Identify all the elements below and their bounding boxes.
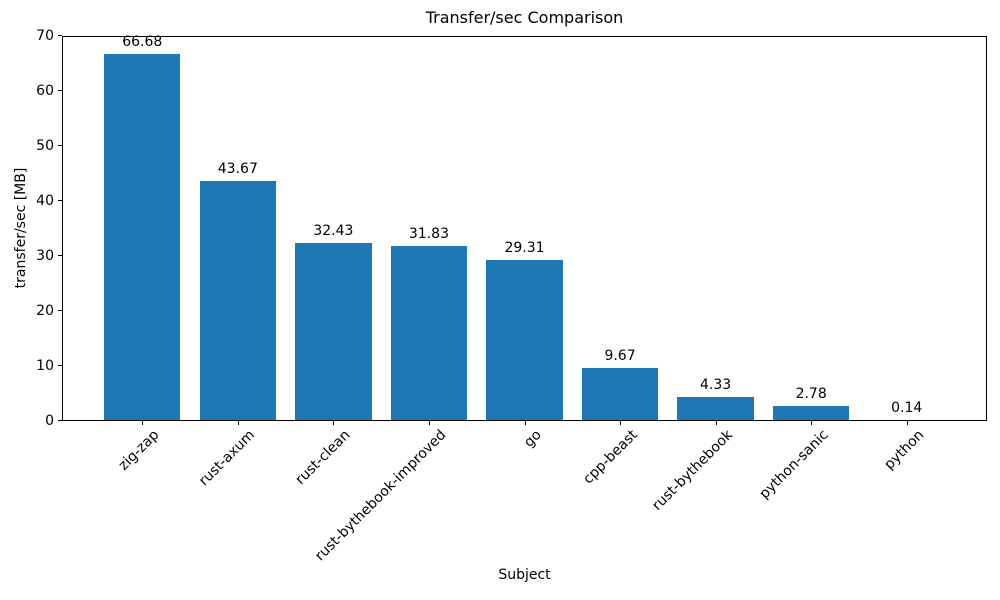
y-tick-label: 50 — [36, 137, 54, 154]
x-tick-label: rust-axum — [196, 427, 259, 490]
x-tick-label: zig-zap — [115, 427, 163, 474]
x-tick-label: cpp-beast — [579, 427, 641, 488]
x-tick-mark — [716, 421, 717, 425]
bar-value-label: 43.67 — [217, 160, 258, 177]
y-tick-mark — [58, 255, 62, 256]
y-tick-mark — [58, 35, 62, 36]
x-tick-mark — [525, 421, 526, 425]
bar-rust-bythebook-improved — [390, 245, 468, 421]
chart-title: Transfer/sec Comparison — [425, 8, 624, 27]
x-tick-mark — [333, 421, 334, 425]
x-tick-label: python — [881, 427, 928, 473]
x-tick-mark — [142, 421, 143, 425]
y-tick-label: 0 — [45, 412, 54, 429]
bar-value-label: 66.68 — [122, 34, 163, 51]
y-tick-mark — [58, 365, 62, 366]
bar-value-label: 29.31 — [504, 239, 545, 256]
bar-zig-zap — [104, 54, 181, 421]
y-tick-mark — [58, 200, 62, 201]
x-tick-label: python-sanic — [756, 427, 832, 503]
y-tick-mark — [58, 420, 62, 421]
bar-rust-bythebook — [677, 397, 754, 421]
x-tick-label: rust-bythebook — [649, 427, 736, 514]
y-tick-mark — [58, 145, 62, 146]
y-tick-label: 60 — [36, 82, 54, 99]
y-tick-mark — [58, 90, 62, 91]
bar-value-label: 31.83 — [408, 225, 449, 242]
y-tick-label: 10 — [36, 357, 54, 374]
x-tick-mark — [907, 421, 908, 425]
bar-python-sanic — [773, 405, 850, 421]
y-tick-label: 40 — [36, 192, 54, 209]
bar-value-label: 0.14 — [891, 400, 923, 416]
x-tick-mark — [620, 421, 621, 425]
bar-value-label: 9.67 — [604, 347, 636, 364]
y-tick-mark — [58, 310, 62, 311]
x-tick-mark — [811, 421, 812, 425]
x-axis-label: Subject — [498, 567, 551, 583]
y-axis-label: transfer/sec [MB] — [13, 167, 29, 289]
bar-rust-clean — [295, 242, 372, 421]
y-tick-label: 20 — [36, 302, 54, 319]
bar-cpp-beast — [581, 367, 659, 421]
y-tick-label: 70 — [36, 27, 54, 44]
x-tick-label: go — [521, 427, 545, 451]
bar-value-label: 32.43 — [313, 222, 354, 239]
bar-value-label: 2.78 — [795, 385, 827, 402]
bar-value-label: 4.33 — [700, 377, 732, 394]
x-tick-label: rust-clean — [292, 427, 354, 488]
x-tick-mark — [238, 421, 239, 425]
bar-rust-axum — [199, 180, 276, 421]
bar-go — [486, 259, 563, 421]
y-tick-label: 30 — [36, 247, 54, 264]
x-tick-mark — [429, 421, 430, 425]
